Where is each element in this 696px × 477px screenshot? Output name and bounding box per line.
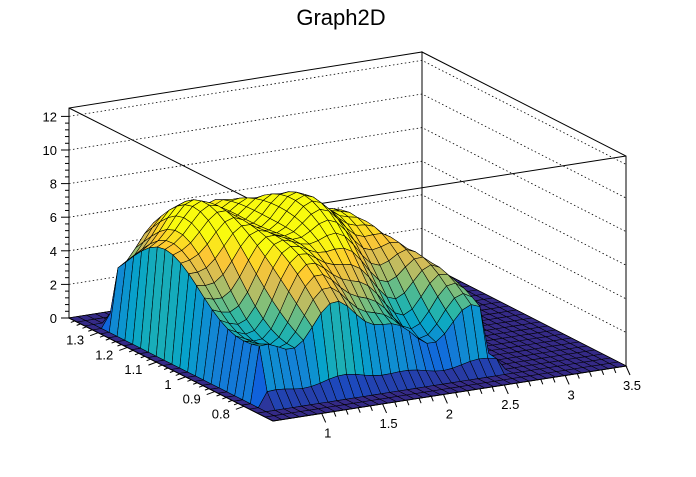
y-minor-tick bbox=[105, 338, 110, 341]
x-tick bbox=[503, 384, 509, 395]
x-minor-tick bbox=[418, 398, 422, 404]
x-minor-tick bbox=[369, 405, 373, 412]
x-minor-tick bbox=[528, 380, 532, 387]
y-minor-tick bbox=[198, 385, 204, 388]
y-tick bbox=[148, 361, 157, 366]
x-tick-label: 3.5 bbox=[623, 378, 641, 393]
y-axis: 0.8 0.9 1 1.1 1.2 1.3 bbox=[66, 320, 245, 421]
y-tick bbox=[89, 332, 99, 337]
z-tick-label: 2 bbox=[50, 277, 57, 292]
z-gridline bbox=[68, 93, 627, 199]
y-minor-tick bbox=[175, 373, 180, 376]
x-minor-tick bbox=[333, 411, 337, 417]
x-minor-tick bbox=[552, 377, 556, 383]
y-minor-tick bbox=[228, 399, 233, 403]
front-edge-x bbox=[272, 365, 627, 422]
x-tick bbox=[382, 403, 388, 414]
x-minor-tick bbox=[406, 399, 410, 406]
y-minor-tick bbox=[128, 349, 134, 353]
z-tick-label: 4 bbox=[50, 244, 57, 259]
z-gridline bbox=[68, 160, 627, 266]
y-minor-tick bbox=[163, 367, 169, 370]
x-minor-tick bbox=[491, 386, 495, 393]
x-tick-label: 1.5 bbox=[380, 416, 398, 431]
y-minor-tick bbox=[82, 326, 87, 329]
y-tick bbox=[235, 405, 245, 410]
y-tick bbox=[177, 376, 186, 381]
z-gridline bbox=[68, 59, 627, 165]
front-frame bbox=[68, 156, 627, 422]
y-minor-tick bbox=[117, 344, 122, 347]
x-minor-tick bbox=[357, 407, 361, 413]
y-minor-tick bbox=[140, 355, 145, 359]
y-minor-tick bbox=[76, 323, 81, 326]
z-gridline bbox=[68, 227, 627, 333]
y-minor-tick bbox=[187, 379, 192, 382]
y-tick-label: 0.8 bbox=[212, 406, 230, 421]
y-tick bbox=[119, 346, 128, 351]
z-gridline bbox=[68, 127, 627, 232]
z-tick-label: 10 bbox=[43, 143, 57, 158]
y-tick-label: 1.2 bbox=[95, 347, 113, 362]
x-minor-tick bbox=[394, 401, 398, 408]
y-minor-tick bbox=[111, 341, 116, 344]
x-tick bbox=[321, 413, 327, 423]
y-minor-tick bbox=[134, 352, 140, 356]
y-tick-label: 1.3 bbox=[66, 333, 84, 348]
x-minor-tick bbox=[467, 390, 471, 396]
z-axis: 0 2 4 6 8 10 12 bbox=[43, 108, 70, 326]
y-tick-label: 1.1 bbox=[124, 362, 142, 377]
z-tick-label: 0 bbox=[50, 311, 57, 326]
y-tick-label: 1 bbox=[164, 377, 171, 392]
y-minor-tick bbox=[216, 394, 221, 397]
top-edge-right bbox=[272, 155, 627, 212]
x-tick-label: 2 bbox=[446, 406, 453, 421]
x-tick-label: 1 bbox=[324, 425, 331, 440]
y-minor-tick bbox=[146, 358, 151, 362]
x-tick bbox=[442, 394, 448, 404]
x-minor-tick bbox=[430, 396, 434, 402]
x-minor-tick bbox=[589, 371, 592, 377]
x-minor-tick bbox=[601, 369, 605, 375]
y-minor-tick bbox=[233, 402, 239, 406]
z-tick-label: 6 bbox=[50, 210, 57, 225]
z-tick-label: 12 bbox=[43, 109, 57, 124]
chart-title: Graph2D bbox=[296, 5, 385, 30]
z-gridline bbox=[68, 194, 627, 300]
x-minor-tick bbox=[455, 392, 459, 398]
x-tick bbox=[625, 365, 631, 376]
x-minor-tick bbox=[345, 409, 349, 415]
y-minor-tick bbox=[70, 320, 76, 323]
x-minor-tick bbox=[613, 367, 617, 374]
x-tick-label: 2.5 bbox=[501, 397, 519, 412]
y-minor-tick bbox=[193, 382, 198, 385]
y-minor-tick bbox=[222, 396, 227, 400]
y-minor-tick bbox=[204, 388, 210, 391]
x-tick bbox=[564, 375, 570, 385]
x-minor-tick bbox=[576, 373, 580, 379]
y-minor-tick bbox=[169, 370, 175, 373]
y-minor-tick bbox=[99, 335, 105, 338]
y-tick-label: 0.9 bbox=[183, 392, 201, 407]
x-minor-tick bbox=[479, 388, 483, 394]
front-edge-y bbox=[68, 317, 274, 422]
top-edge-left bbox=[68, 107, 274, 212]
x-minor-tick bbox=[515, 382, 519, 389]
x-axis: 1 1.5 2 2.5 3 3.5 bbox=[321, 365, 641, 440]
z-tick-label: 8 bbox=[50, 177, 57, 192]
x-minor-tick bbox=[540, 379, 544, 385]
y-minor-tick bbox=[88, 329, 93, 332]
x-tick-label: 3 bbox=[568, 387, 575, 402]
surface-plot bbox=[68, 191, 627, 422]
y-minor-tick bbox=[158, 364, 163, 368]
y-tick bbox=[206, 391, 215, 396]
